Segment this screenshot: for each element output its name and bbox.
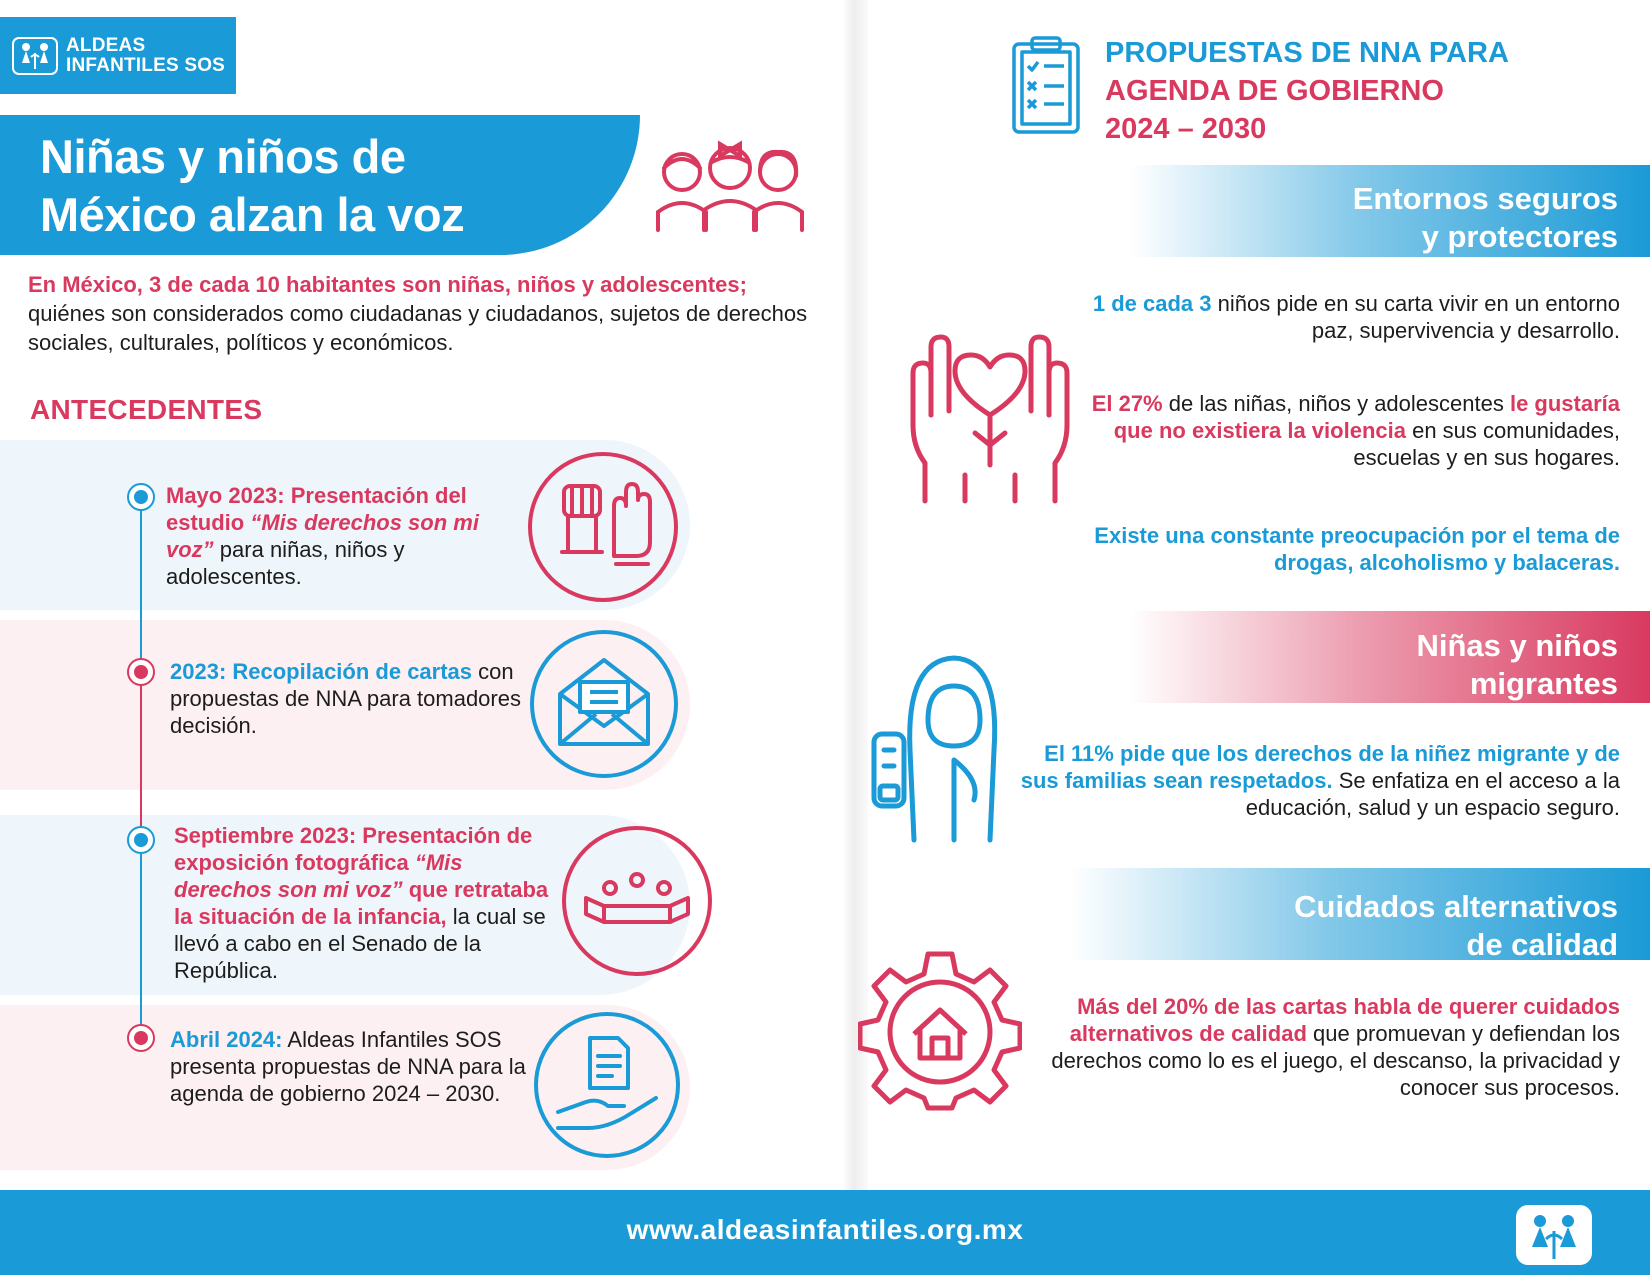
footer-website-link[interactable]: www.aldeasinfantiles.org.mx [626,1214,1024,1245]
intro-text: quiénes son considerados como ciudadanas… [28,301,808,355]
clipboard-checklist-icon [1010,36,1082,141]
timeline-dot [127,826,155,854]
timeline-connector [140,839,142,1039]
migrant-child-icon [870,650,1010,850]
cuidados-stat: Más del 20% de las cartas habla de quere… [1051,994,1620,1100]
migrantes-stat: El 11% pide que los derechos de la niñez… [1020,741,1620,820]
timeline-item-1: Mayo 2023: Presentación del estudio “Mis… [166,483,479,589]
logo-line-2: INFANTILES SOS [66,54,226,76]
sos-children-icon [12,36,58,75]
entornos-stat-1: 1 de cada 3 niños pide en su carta vivir… [1092,291,1620,343]
hands-heart-icon [905,315,1075,510]
timeline-connector [140,495,142,671]
timeline-dot [127,1024,155,1052]
section-band-migrantes [1130,611,1650,703]
gear-house-icon [857,948,1023,1117]
aldeas-logo[interactable]: ALDEAS INFANTILES SOS [0,17,236,94]
timeline-item-2: 2023: Recopilación de cartas con propues… [170,659,521,738]
footer-bar [0,1190,1650,1275]
open-envelope-icon [530,630,678,778]
intro-paragraph: En México, 3 de cada 10 habitantes son n… [28,270,828,357]
sos-children-icon [1516,1205,1592,1265]
entornos-stat-2: El 27% de las niñas, niños y adolescente… [1091,391,1620,470]
title-line-2: México alzan la voz [40,188,465,241]
entornos-stat-3: Existe una constante preocupación por el… [1094,523,1620,575]
section-title-cuidados: Cuidados alternativos de calidad [1294,889,1618,962]
timeline-item-4: Abril 2024: Aldeas Infantiles SOS presen… [170,1027,526,1106]
page-fold-shadow [842,0,868,1190]
title-line-1: Niñas y niños de [40,130,406,183]
section-title-migrantes: Niñas y niños migrantes [1416,628,1618,701]
page-title: Niñas y niños de México alzan la voz [40,128,465,244]
senate-assembly-icon [562,826,712,976]
intro-highlight: En México, 3 de cada 10 habitantes son n… [28,272,747,297]
timeline-connector [140,671,142,839]
title-banner [0,115,640,255]
timeline-dot [127,483,155,511]
logo-line-1: ALDEAS [66,34,146,56]
timeline-dot [127,658,155,686]
raised-fists-icon [528,452,678,602]
timeline-item-3: Septiembre 2023: Presentación de exposic… [174,823,549,983]
section-band-cuidados [1070,868,1650,960]
antecedentes-heading: ANTECEDENTES [30,394,263,425]
children-group-icon [650,132,810,237]
section-title-entornos: Entornos seguros y protectores [1352,181,1618,254]
section-band-entornos [1130,165,1650,257]
agenda-title: PROPUESTAS DE NNA PARA AGENDA DE GOBIERN… [1105,37,1509,145]
hand-document-icon [534,1012,680,1158]
